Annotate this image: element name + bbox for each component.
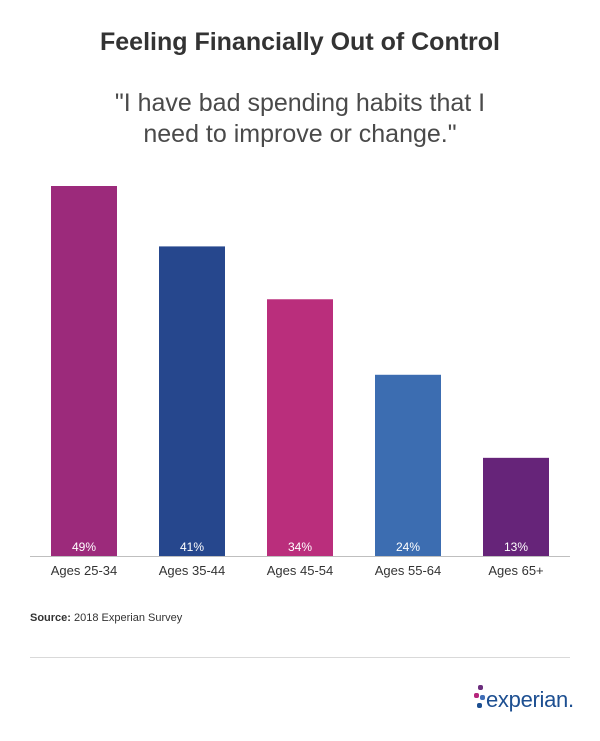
- bar-value-label: 41%: [180, 540, 204, 554]
- bar-ages-35-44: [159, 246, 225, 557]
- bar-value-label: 13%: [504, 540, 528, 554]
- chart-title: Feeling Financially Out of Control: [99, 28, 500, 56]
- source-label: Source:: [30, 612, 71, 624]
- subtitle-line-1: "I have bad spending habits that I: [114, 89, 486, 117]
- source-note: Source: 2018 Experian Survey: [30, 612, 182, 624]
- category-label: Ages 55-64: [375, 563, 442, 578]
- bar-value-label: 49%: [72, 540, 96, 554]
- logo-dot-icon: [480, 695, 485, 700]
- logo-dot-icon: [478, 685, 483, 690]
- category-label: Ages 45-54: [267, 563, 334, 578]
- logo-dot-icon: [474, 693, 479, 698]
- category-label: Ages 25-34: [51, 563, 118, 578]
- logo-dot-icon: [477, 703, 482, 708]
- bar-ages-45-54: [267, 299, 333, 556]
- bar-ages-55-64: [375, 374, 441, 556]
- chart-subtitle: "I have bad spending habits that I need …: [40, 88, 560, 150]
- bar-ages-25-34: [51, 186, 117, 556]
- bar-value-label: 34%: [288, 540, 312, 554]
- footer-divider: [30, 657, 570, 658]
- bar-chart: 49% Ages 25-34 41% Ages 35-44 34% Ages 45-54 2…: [30, 186, 570, 578]
- experian-logo: experian.: [474, 683, 574, 715]
- category-label: Ages 65+: [488, 563, 543, 578]
- bar-value-label: 24%: [396, 540, 420, 554]
- bar-ages-65-: [483, 457, 549, 556]
- subtitle-line-2: need to improve or change.": [143, 120, 457, 148]
- logo-wordmark: experian.: [486, 687, 574, 712]
- category-label: Ages 35-44: [159, 563, 226, 578]
- source-text: 2018 Experian Survey: [74, 612, 183, 624]
